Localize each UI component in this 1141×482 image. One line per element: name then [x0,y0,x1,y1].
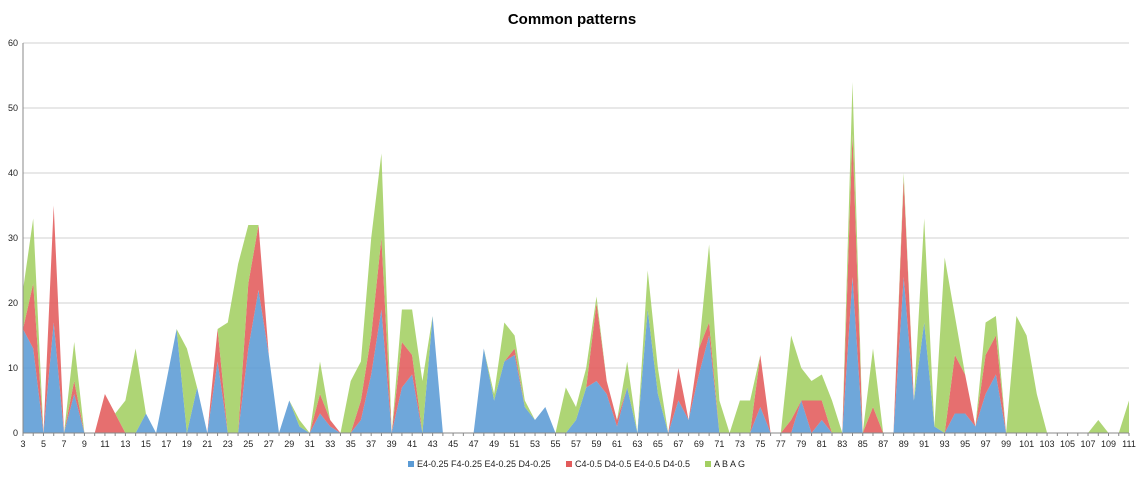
y-tick-label: 50 [8,103,18,113]
legend-label-series-1: E4-0.25 F4-0.25 E4-0.25 D4-0.25 [417,459,551,469]
x-tick-label: 29 [284,439,294,449]
x-tick-label: 3 [20,439,25,449]
legend-swatch-series-3 [705,461,711,467]
x-tick-label: 79 [796,439,806,449]
x-tick-label: 15 [141,439,151,449]
x-tick-label: 49 [489,439,499,449]
x-tick-label: 47 [469,439,479,449]
x-tick-label: 67 [673,439,683,449]
x-tick-label: 95 [960,439,970,449]
x-tick-label: 27 [264,439,274,449]
x-tick-label: 111 [1122,439,1136,449]
x-tick-label: 99 [1001,439,1011,449]
x-tick-label: 81 [817,439,827,449]
y-tick-label: 30 [8,233,18,243]
x-tick-label: 59 [591,439,601,449]
area-series-3 [23,82,1129,433]
x-tick-label: 31 [305,439,315,449]
x-tick-label: 33 [325,439,335,449]
legend-swatch-series-2 [566,461,572,467]
x-tick-label: 57 [571,439,581,449]
x-tick-label: 83 [837,439,847,449]
legend-swatch-series-1 [408,461,414,467]
x-tick-label: 73 [735,439,745,449]
x-tick-label: 85 [858,439,868,449]
x-tick-label: 41 [407,439,417,449]
y-tick-label: 20 [8,298,18,308]
x-tick-label: 75 [755,439,765,449]
legend-label-series-2: C4-0.5 D4-0.5 E4-0.5 D4-0.5 [575,459,690,469]
x-tick-label: 21 [202,439,212,449]
x-tick-label: 91 [919,439,929,449]
area-series-1 [23,277,1129,433]
x-tick-label: 55 [551,439,561,449]
y-tick-label: 60 [8,38,18,48]
x-tick-label: 77 [776,439,786,449]
x-tick-label: 5 [41,439,46,449]
y-tick-label: 40 [8,168,18,178]
x-tick-label: 105 [1060,439,1075,449]
x-tick-label: 23 [223,439,233,449]
x-tick-label: 61 [612,439,622,449]
x-tick-label: 53 [530,439,540,449]
x-tick-label: 69 [694,439,704,449]
x-tick-label: 13 [120,439,130,449]
chart-title: Common patterns [508,11,636,28]
x-tick-label: 17 [161,439,171,449]
x-tick-label: 37 [366,439,376,449]
x-tick-label: 87 [878,439,888,449]
x-tick-label: 25 [243,439,253,449]
x-tick-label: 11 [100,439,109,449]
x-tick-label: 71 [714,439,724,449]
x-tick-label: 9 [82,439,87,449]
x-tick-label: 7 [61,439,66,449]
x-tick-label: 101 [1019,439,1034,449]
y-tick-label: 0 [13,428,18,438]
x-tick-label: 107 [1081,439,1096,449]
x-tick-label: 109 [1101,439,1116,449]
x-tick-label: 39 [387,439,397,449]
x-tick-label: 43 [428,439,438,449]
x-tick-label: 63 [632,439,642,449]
x-tick-label: 89 [899,439,909,449]
x-tick-label: 97 [981,439,991,449]
x-tick-label: 93 [940,439,950,449]
x-tick-label: 35 [346,439,356,449]
x-tick-label: 65 [653,439,663,449]
area-series-2 [23,134,1129,433]
legend-label-series-3: A B A G [714,459,745,469]
x-tick-label: 19 [182,439,192,449]
x-tick-label: 103 [1040,439,1055,449]
x-tick-label: 51 [510,439,520,449]
x-tick-label: 45 [448,439,458,449]
y-tick-label: 10 [8,363,18,373]
